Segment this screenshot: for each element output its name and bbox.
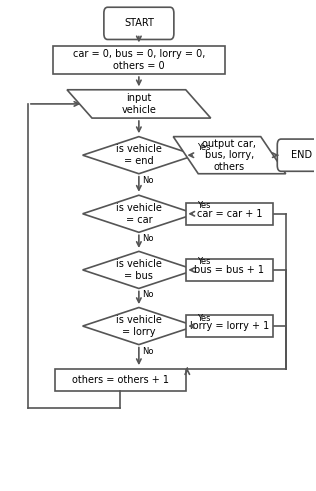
- Text: Yes: Yes: [197, 314, 210, 323]
- Polygon shape: [67, 90, 211, 118]
- Text: END: END: [291, 150, 312, 160]
- Text: is vehicle
= bus: is vehicle = bus: [116, 259, 162, 281]
- Text: No: No: [143, 234, 154, 243]
- Bar: [186, 202, 273, 225]
- Bar: [53, 46, 225, 74]
- Text: output car,
bus, lorry,
others: output car, bus, lorry, others: [203, 138, 257, 172]
- Polygon shape: [82, 307, 195, 345]
- Bar: [54, 369, 186, 391]
- Text: is vehicle
= end: is vehicle = end: [116, 144, 162, 166]
- Text: START: START: [124, 18, 154, 28]
- Text: No: No: [143, 176, 154, 185]
- Text: No: No: [143, 348, 154, 356]
- Text: bus = bus + 1: bus = bus + 1: [194, 265, 264, 275]
- Text: Yes: Yes: [197, 257, 210, 267]
- Bar: [186, 315, 273, 337]
- Polygon shape: [82, 195, 195, 232]
- Text: car = 0, bus = 0, lorry = 0,
others = 0: car = 0, bus = 0, lorry = 0, others = 0: [73, 49, 205, 71]
- Text: car = car + 1: car = car + 1: [197, 209, 262, 219]
- FancyBboxPatch shape: [277, 139, 316, 171]
- Text: is vehicle
= car: is vehicle = car: [116, 203, 162, 224]
- Text: Yes: Yes: [197, 201, 210, 210]
- Polygon shape: [173, 136, 286, 174]
- Polygon shape: [82, 251, 195, 289]
- Text: others = others + 1: others = others + 1: [72, 375, 169, 385]
- Bar: [186, 259, 273, 281]
- Text: is vehicle
= lorry: is vehicle = lorry: [116, 315, 162, 337]
- FancyBboxPatch shape: [104, 7, 174, 39]
- Text: No: No: [143, 290, 154, 300]
- Text: lorry = lorry + 1: lorry = lorry + 1: [190, 321, 269, 331]
- Polygon shape: [82, 136, 195, 174]
- Text: input
vehicle: input vehicle: [121, 93, 156, 115]
- Text: Yes: Yes: [197, 143, 210, 152]
